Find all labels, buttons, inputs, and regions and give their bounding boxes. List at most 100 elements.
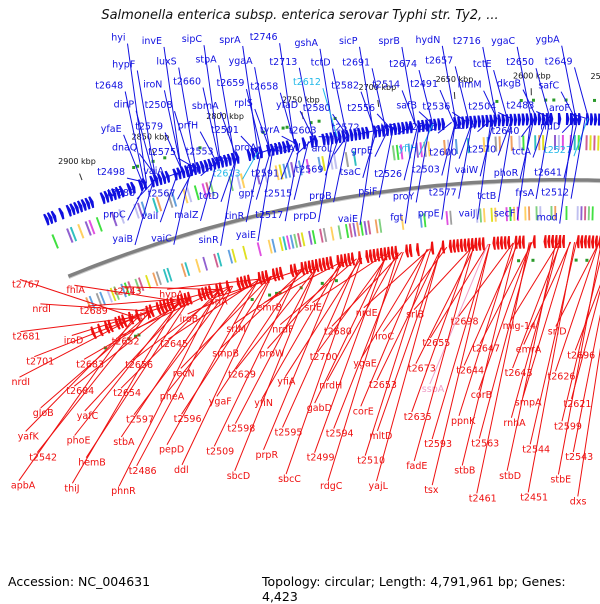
forward-gene-arrow [498, 114, 502, 126]
forward-gene-leader [319, 137, 333, 138]
forward-gene-arrow [502, 114, 506, 126]
forward-gene-leader [459, 121, 473, 199]
kbp-tick [378, 100, 379, 107]
cds-block [524, 207, 526, 221]
reverse-gene-arrow [431, 242, 435, 255]
cds-block [333, 154, 338, 169]
cds-block [345, 152, 349, 167]
forward-gene-label: t2613 [213, 168, 241, 179]
reverse-gene-label: t2461 [469, 493, 497, 504]
rna-marker [251, 298, 254, 301]
forward-gene-label: t2603 [289, 126, 317, 137]
forward-gene-label: mod [537, 213, 558, 224]
cds-block [446, 211, 449, 225]
forward-gene-label: t2648 [95, 81, 123, 92]
cds-block [338, 225, 342, 239]
forward-gene-leader [478, 120, 492, 220]
forward-gene-label: t2556 [347, 103, 375, 114]
forward-gene-label: rimM [458, 80, 482, 91]
forward-gene-label: t2612 [293, 77, 321, 88]
forward-gene-label: t2600 [429, 148, 457, 159]
forward-gene-label: tyrA [260, 125, 280, 136]
forward-gene-label: safB [396, 101, 417, 112]
cds-block [589, 135, 591, 150]
cds-block [202, 257, 208, 271]
reverse-gene-label: phoE [67, 436, 91, 447]
reverse-gene-label: phnR [111, 486, 136, 497]
reverse-gene-leader [365, 249, 431, 456]
forward-gene-label: prpD [293, 211, 316, 222]
forward-gene-label: t2716 [453, 36, 481, 47]
forward-gene-label: t2579 [135, 122, 163, 133]
rna-marker [517, 259, 520, 262]
forward-gene-label: hyi [111, 33, 125, 44]
forward-gene-label: proY [393, 191, 415, 202]
reverse-gene-label: t2767 [12, 280, 40, 291]
forward-gene-label: t2512 [541, 188, 569, 199]
reverse-gene-label: t2499 [307, 453, 335, 464]
reverse-gene-arrow [365, 250, 369, 263]
reverse-gene-arrow [533, 235, 536, 248]
forward-gene-label: t2491 [410, 79, 438, 90]
forward-gene-label: t2526 [374, 169, 402, 180]
reverse-gene-arrow [452, 239, 456, 252]
forward-gene-label: hypF [112, 60, 135, 71]
cds-block [352, 223, 356, 237]
reverse-gene-label: nrdF [272, 325, 293, 336]
rna-marker [552, 99, 555, 102]
reverse-gene-label: t2698 [451, 316, 479, 327]
cds-block [51, 234, 59, 249]
forward-gene-label: t2650 [506, 57, 534, 68]
cds-block [77, 224, 84, 239]
forward-gene-label: tinR [225, 211, 244, 222]
forward-gene-label: t2536 [422, 101, 450, 112]
forward-gene-label: secF [494, 209, 515, 220]
forward-gene-label: yaiE [236, 230, 256, 241]
cds-block [301, 232, 306, 246]
forward-gene-label: iroN [143, 79, 162, 90]
forward-gene-leader [416, 124, 430, 202]
forward-gene-arrow [477, 115, 481, 127]
forward-gene-arrow [485, 115, 489, 127]
forward-gene-label: t2588 [107, 188, 135, 199]
kbp-label: 2800 kbp [206, 112, 244, 121]
cds-block [597, 136, 599, 151]
reverse-gene-arrow [387, 247, 391, 260]
forward-gene-label: vaiJ [459, 208, 476, 219]
reverse-gene-label: yajL [369, 481, 389, 492]
reverse-gene-label: nrdI [32, 304, 51, 315]
cds-block [286, 235, 291, 249]
reverse-gene-label: t2684 [66, 386, 94, 397]
forward-gene-label: dinP [114, 100, 135, 111]
cds-block [279, 237, 284, 251]
cds-block [279, 164, 284, 179]
rna-marker [575, 259, 578, 262]
forward-gene-leader [255, 67, 270, 149]
reverse-gene-leader [430, 244, 488, 384]
cds-block [242, 246, 247, 260]
forward-gene-leader [442, 122, 456, 220]
forward-gene-label: t2527 [544, 145, 572, 156]
forward-gene-arrow [590, 113, 594, 125]
forward-gene-label: ygaC [491, 36, 515, 47]
reverse-gene-arrow [482, 237, 486, 250]
forward-gene-label: t2691 [342, 57, 370, 68]
rna-marker [593, 99, 596, 102]
cds-block [528, 206, 530, 220]
forward-gene-label: t2746 [250, 32, 278, 43]
forward-gene-arrow [518, 114, 522, 126]
forward-gene-label: t2506 [408, 122, 436, 133]
reverse-gene-arrow [369, 249, 373, 262]
reverse-gene-label: t2653 [369, 380, 397, 391]
reverse-gene-label: pepD [159, 445, 184, 456]
forward-gene-leader [372, 68, 386, 129]
rna-marker [268, 294, 271, 297]
forward-gene-arrow [594, 113, 598, 125]
rna-marker [531, 259, 534, 262]
reverse-gene-label: t2594 [326, 429, 354, 440]
cds-block [293, 234, 298, 248]
rna-marker [321, 282, 324, 285]
forward-gene-label: t2517 [255, 210, 283, 221]
reverse-gene-arrow [584, 235, 587, 248]
